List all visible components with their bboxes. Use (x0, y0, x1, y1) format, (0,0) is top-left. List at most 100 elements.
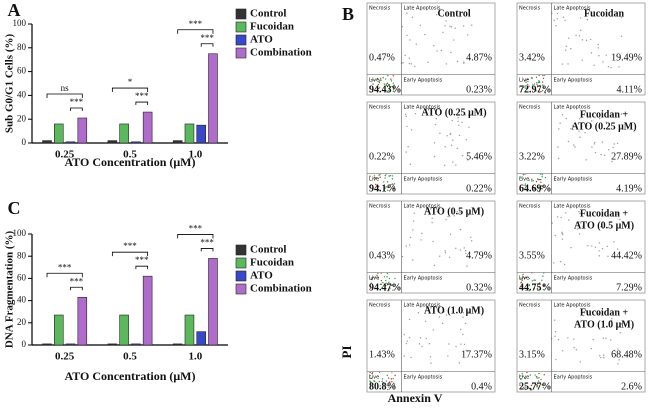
event-dot (458, 362, 461, 364)
y-axis-title: PI (339, 346, 354, 359)
event-dot (459, 228, 462, 231)
event-dot (579, 212, 581, 215)
event-dot (567, 337, 569, 339)
event-dot (385, 380, 388, 382)
event-dot (528, 289, 530, 292)
event-dot (375, 183, 377, 186)
plot-frame (516, 299, 646, 393)
event-dot (460, 343, 462, 345)
event-dot (607, 66, 610, 68)
event-dot (453, 39, 455, 41)
event-dot (421, 232, 423, 235)
event-dot (436, 50, 438, 52)
y-tick-label: 80 (17, 250, 27, 260)
event-dot (440, 49, 443, 52)
event-dot (466, 310, 468, 312)
event-dot (432, 329, 434, 331)
event-dot (605, 121, 607, 123)
x-tick-label: 0.25 (55, 149, 75, 161)
event-dot (575, 34, 577, 37)
event-dot (408, 336, 411, 339)
event-dot (389, 174, 392, 177)
event-dot (401, 26, 403, 28)
event-dot (520, 282, 522, 284)
event-dot (581, 227, 583, 229)
event-dot (619, 332, 621, 334)
y-tick-label: 60 (17, 66, 27, 76)
event-dot (571, 125, 574, 127)
quadrant-name: Necrosis (519, 303, 541, 309)
event-dot (390, 378, 393, 380)
event-dot (406, 12, 408, 14)
event-dot (593, 64, 595, 66)
event-dot (536, 81, 538, 84)
event-dot (531, 180, 533, 182)
event-dot (579, 29, 582, 32)
event-dot (620, 35, 623, 38)
event-dot (578, 130, 580, 132)
plot-frame (516, 200, 646, 294)
event-dot (467, 159, 469, 161)
event-dot (409, 163, 412, 166)
event-dot (564, 19, 566, 22)
event-dot (532, 84, 534, 86)
quadrant-name: Necrosis (519, 105, 541, 111)
event-dot (386, 384, 388, 387)
y-tick-label: 0 (22, 339, 27, 349)
event-dot (525, 276, 527, 278)
event-dot (455, 345, 457, 348)
event-dot (388, 277, 391, 280)
event-dot (379, 79, 382, 81)
event-dot (528, 284, 530, 287)
bracket (111, 251, 149, 257)
event-dot (519, 384, 521, 386)
event-dot (392, 90, 395, 93)
event-dot (542, 288, 545, 291)
event-dot (413, 212, 416, 214)
event-dot (534, 279, 536, 281)
event-dot (541, 89, 544, 92)
event-dot (449, 133, 451, 136)
event-dot (456, 210, 458, 213)
quadrant-percent: 44.42% (611, 250, 642, 261)
event-dot (520, 176, 522, 178)
event-dot (370, 79, 373, 81)
event-dot (386, 181, 389, 183)
event-dot (603, 356, 605, 359)
event-dot (581, 122, 584, 124)
quadrant-name: Late Apoptosis (404, 6, 441, 12)
event-dot (599, 117, 601, 120)
event-dot (405, 115, 407, 118)
quadrant-name: Necrosis (369, 303, 391, 309)
plot-frame (366, 299, 496, 393)
event-dot (411, 16, 414, 18)
legend-swatch (235, 283, 247, 295)
bracket (177, 234, 214, 239)
plot-frame (366, 101, 496, 195)
event-dot (378, 174, 380, 176)
event-dot (379, 385, 381, 387)
significance-label: *** (70, 97, 84, 107)
event-dot (380, 280, 383, 282)
event-dot (406, 125, 408, 128)
event-dot (452, 139, 454, 141)
event-dot (533, 279, 535, 281)
event-dot (371, 372, 373, 375)
event-dot (442, 31, 444, 34)
event-dot (543, 284, 546, 286)
event-dot (412, 259, 414, 261)
event-dot (462, 316, 464, 319)
event-dot (391, 175, 394, 177)
event-dot (377, 186, 380, 188)
event-dot (388, 386, 390, 388)
event-dot (616, 142, 619, 145)
event-dot (536, 377, 538, 379)
event-dot (392, 82, 394, 84)
legend-swatch (235, 244, 247, 256)
event-dot (573, 338, 575, 340)
event-dot (592, 338, 594, 341)
event-dot (369, 371, 371, 374)
event-dot (536, 83, 538, 86)
event-dot (620, 113, 623, 115)
event-dot (602, 354, 605, 356)
